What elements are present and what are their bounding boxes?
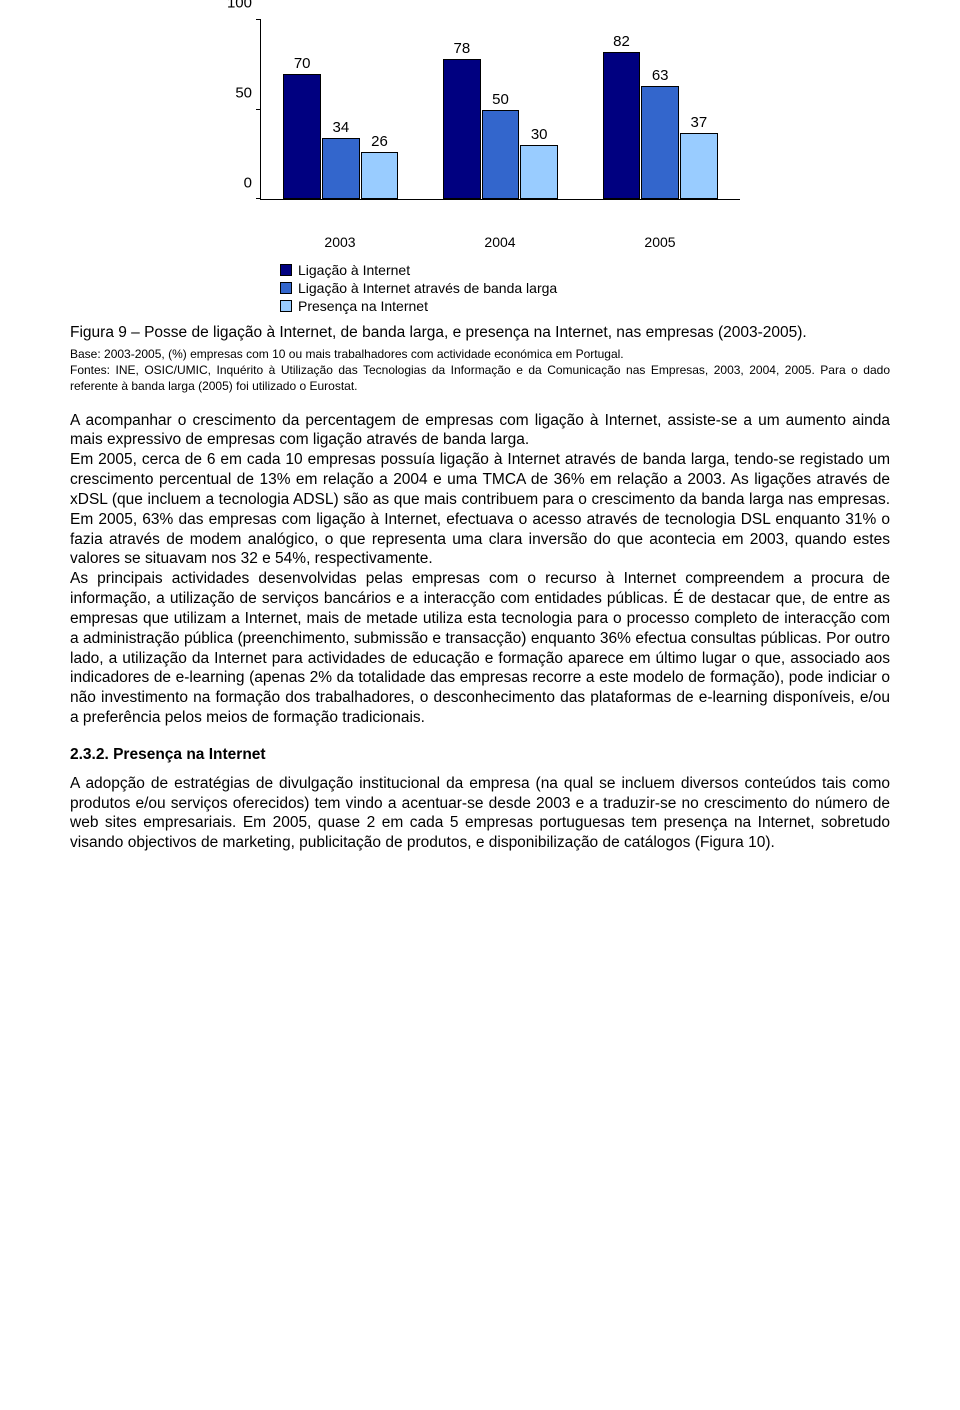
section-number: 2.3.2. xyxy=(70,746,109,763)
bar-value-label: 34 xyxy=(332,119,349,136)
bar-group: 826337 xyxy=(580,20,740,199)
legend-swatch xyxy=(280,264,292,276)
plot: 703426785030826337 xyxy=(260,20,740,200)
legend-label: Ligação à Internet xyxy=(298,262,410,278)
bar-chart: 050100 703426785030826337 200320042005 L… xyxy=(220,20,740,314)
section-title: Presença na Internet xyxy=(113,746,265,763)
x-tick-label: 2005 xyxy=(580,234,740,250)
bar-group: 703426 xyxy=(261,20,421,199)
bar: 26 xyxy=(361,152,399,199)
bar: 78 xyxy=(443,59,481,199)
bar-value-label: 82 xyxy=(613,33,630,50)
bar-value-label: 26 xyxy=(371,133,388,150)
bar: 30 xyxy=(520,145,558,199)
legend-item: Ligação à Internet através de banda larg… xyxy=(280,280,740,296)
y-axis: 050100 xyxy=(220,20,256,200)
section-heading: 2.3.2. Presença na Internet xyxy=(70,746,890,764)
chart-legend: Ligação à Internet Ligação à Internet atr… xyxy=(280,262,740,314)
x-axis-labels: 200320042005 xyxy=(260,234,740,250)
y-tick-label: 100 xyxy=(227,0,252,12)
legend-label: Ligação à Internet através de banda larg… xyxy=(298,280,557,296)
bar: 37 xyxy=(680,133,718,199)
bar-value-label: 30 xyxy=(531,126,548,143)
bar-value-label: 63 xyxy=(652,67,669,84)
bar-groups: 703426785030826337 xyxy=(261,20,740,199)
x-tick-label: 2004 xyxy=(420,234,580,250)
y-tick-label: 50 xyxy=(235,85,252,102)
legend-item: Presença na Internet xyxy=(280,298,740,314)
legend-label: Presença na Internet xyxy=(298,298,428,314)
bar-group: 785030 xyxy=(421,20,581,199)
bar: 70 xyxy=(283,74,321,199)
figure-source: Base: 2003-2005, (%) empresas com 10 ou … xyxy=(70,346,890,395)
chart-plot-area: 050100 703426785030826337 xyxy=(260,20,740,230)
legend-item: Ligação à Internet xyxy=(280,262,740,278)
figure-caption: Figura 9 – Posse de ligação à Internet, … xyxy=(70,324,890,342)
bar-value-label: 37 xyxy=(690,114,707,131)
bar-value-label: 78 xyxy=(454,40,471,57)
bar: 34 xyxy=(322,138,360,199)
x-tick-label: 2003 xyxy=(260,234,420,250)
bar: 50 xyxy=(482,110,520,200)
body-paragraph-1: A acompanhar o crescimento da percentage… xyxy=(70,411,890,728)
legend-swatch xyxy=(280,282,292,294)
bar: 82 xyxy=(603,52,641,199)
y-tick-label: 0 xyxy=(244,175,252,192)
bar-value-label: 70 xyxy=(294,55,311,72)
legend-swatch xyxy=(280,300,292,312)
body-paragraph-2: A adopção de estratégias de divulgação i… xyxy=(70,774,890,853)
bar: 63 xyxy=(641,86,679,199)
bar-value-label: 50 xyxy=(492,91,509,108)
